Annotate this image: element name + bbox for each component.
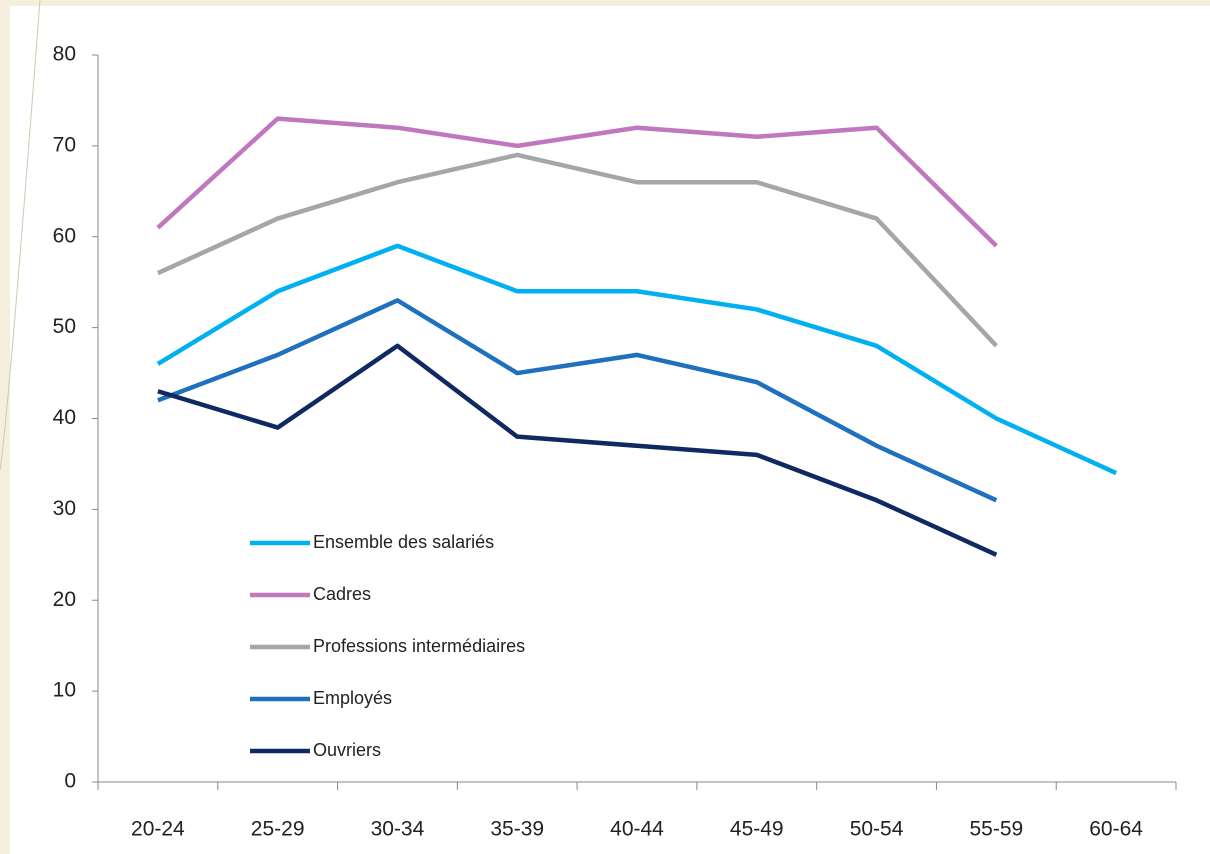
- x-tick-label: 45-49: [730, 818, 784, 841]
- series-line: [156, 152, 998, 348]
- y-tick-label: 20: [53, 588, 76, 611]
- x-tick-label: 60-64: [1089, 818, 1143, 841]
- x-tick-label: 55-59: [969, 818, 1023, 841]
- series-line: [157, 298, 998, 503]
- x-tick-label: 25-29: [251, 818, 305, 841]
- x-tick-label: 20-24: [131, 818, 185, 841]
- y-tick-label: 70: [53, 133, 76, 156]
- y-tick-label: 40: [53, 406, 76, 429]
- legend-label: Employés: [313, 688, 392, 708]
- plot-background: [10, 6, 1210, 854]
- decoration: [0, 0, 41, 471]
- series-line: [157, 343, 998, 557]
- series-line: [156, 243, 1118, 476]
- y-tick-label: 80: [53, 43, 76, 66]
- y-tick-label: 0: [64, 770, 76, 793]
- legend-label: Professions intermédiaires: [313, 636, 525, 656]
- y-tick-label: 50: [53, 315, 76, 338]
- x-tick-label: 30-34: [371, 818, 425, 841]
- legend-label: Cadres: [313, 584, 371, 604]
- y-tick-label: 60: [53, 224, 76, 247]
- x-tick-label: 40-44: [610, 818, 664, 841]
- y-tick-label: 30: [53, 497, 76, 520]
- y-tick-label: 10: [53, 679, 76, 702]
- x-tick-label: 35-39: [490, 818, 544, 841]
- legend-label: Ouvriers: [313, 740, 381, 760]
- legend-label: Ensemble des salariés: [313, 532, 494, 552]
- x-tick-label: 50-54: [850, 818, 904, 841]
- series-line: [156, 116, 998, 248]
